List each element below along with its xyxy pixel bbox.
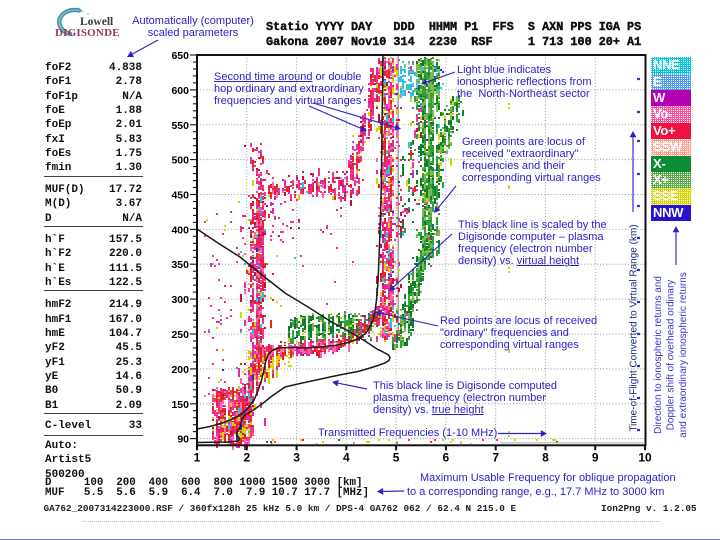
svg-text:450: 450 [171,190,189,202]
svg-text:300: 300 [171,294,189,306]
svg-text:2: 2 [243,451,250,465]
svg-text:Time-of-Flight Converted to Vi: Time-of-Flight Converted to Virtual Rang… [629,224,640,431]
svg-text:5: 5 [393,451,400,465]
svg-text:400: 400 [171,224,189,236]
svg-text:Direction to ionospheric retur: Direction to ionospheric returns and [653,276,664,434]
svg-text:150: 150 [171,399,189,411]
svg-text:650: 650 [171,50,189,62]
svg-text:7: 7 [492,451,499,465]
svg-text:8: 8 [542,451,549,465]
svg-text:500: 500 [171,155,189,167]
svg-text:250: 250 [171,329,189,341]
svg-text:90: 90 [177,434,189,446]
svg-text:3: 3 [293,451,300,465]
svg-text:6: 6 [443,451,450,465]
svg-text:550: 550 [171,120,189,132]
svg-text:4: 4 [343,451,350,465]
svg-text:Doppler shift of overhead ordi: Doppler shift of overhead ordinary [666,280,677,431]
svg-text:1: 1 [194,451,201,465]
svg-text:10: 10 [638,451,652,465]
svg-text:9: 9 [592,451,599,465]
svg-text:200: 200 [171,364,189,376]
svg-text:350: 350 [171,259,189,271]
svg-text:and extraordinary ionospheric: and extraordinary ionospheric returns [678,272,689,438]
svg-text:600: 600 [171,85,189,97]
